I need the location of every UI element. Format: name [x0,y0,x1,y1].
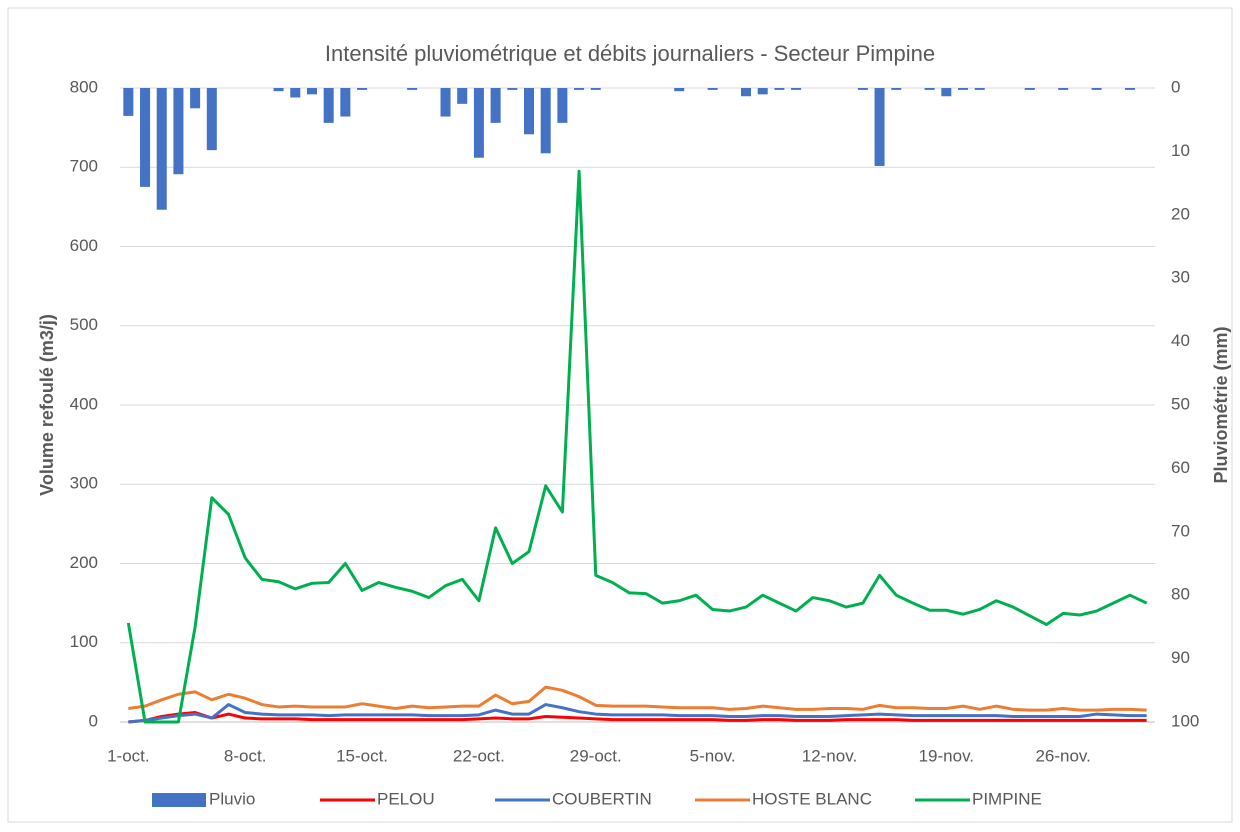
x-tick-label: 1-oct. [107,746,150,765]
y2-axis-title: Pluviométrie (mm) [1211,326,1231,483]
bar [457,88,468,104]
bar [1091,88,1102,90]
y-tick-label: 600 [70,236,98,255]
y2-tick-label: 90 [1171,648,1190,667]
y-axis-title: Volume refoulé (m3/j) [37,314,57,496]
bar [523,88,534,135]
bar [774,88,785,90]
y2-tick-label: 10 [1171,141,1190,160]
chart-title: Intensité pluviométrique et débits journ… [325,41,935,66]
bar [440,88,451,117]
x-tick-label: 15-oct. [336,746,388,765]
bar [490,88,501,123]
y2-tick-label: 30 [1171,268,1190,287]
y2-tick-label: 50 [1171,394,1190,413]
bar [123,88,134,116]
bar [306,88,317,95]
y-tick-label: 500 [70,315,98,334]
x-tick-label: 26-nov. [1035,746,1090,765]
x-tick-label: 22-oct. [453,746,505,765]
x-tick-label: 5-nov. [690,746,736,765]
y2-tick-label: 20 [1171,204,1190,223]
bar [557,88,568,123]
bar [407,88,418,90]
y2-tick-label: 80 [1171,585,1190,604]
bar [674,88,685,92]
bar [974,88,985,90]
line-series [128,703,1147,724]
line-series [128,710,1147,724]
x-tick-label: 19-nov. [919,746,974,765]
bar [757,88,768,95]
bar [857,88,868,90]
bar [323,88,334,123]
line-series [126,169,1148,724]
bar [707,88,718,90]
x-tick-label: 12-nov. [802,746,857,765]
x-tick-label: 29-oct. [570,746,622,765]
y2-tick-label: 70 [1171,521,1190,540]
bar [473,88,484,158]
y2-tick-label: 100 [1171,711,1199,730]
y2-tick-label: 60 [1171,458,1190,477]
bar [206,88,217,151]
bar [190,88,201,109]
y2-tick-label: 0 [1171,77,1180,96]
bar [1124,88,1135,90]
legend-label: Pluvio [209,789,255,808]
y-tick-label: 200 [70,553,98,572]
bar [507,88,518,90]
bar [891,88,902,90]
legend-label: HOSTE BLANC [752,789,872,808]
bar [1058,88,1069,90]
legend-label: PIMPINE [972,789,1042,808]
line-series [128,685,1147,712]
bar [140,88,151,187]
y-tick-label: 400 [70,394,98,413]
legend-swatch [152,793,206,807]
bar [791,88,802,90]
bar [540,88,551,154]
y2-tick-label: 40 [1171,331,1190,350]
bar [924,88,935,90]
bar [156,88,167,210]
bar [741,88,752,97]
bar [590,88,601,90]
bar [958,88,969,90]
chart-border [7,7,1233,823]
bar [273,88,284,92]
x-tick-label: 8-oct. [224,746,267,765]
y-tick-label: 800 [70,77,98,96]
bar [357,88,368,90]
bar [574,88,585,90]
legend-label: PELOU [377,789,435,808]
bar [874,88,885,166]
y-tick-label: 0 [89,711,98,730]
bar [941,88,952,97]
bar [340,88,351,117]
bar [290,88,301,98]
legend-label: COUBERTIN [552,789,652,808]
y-tick-label: 300 [70,474,98,493]
bar [1024,88,1035,90]
bar [173,88,184,175]
y-tick-label: 700 [70,157,98,176]
y-tick-label: 100 [70,632,98,651]
